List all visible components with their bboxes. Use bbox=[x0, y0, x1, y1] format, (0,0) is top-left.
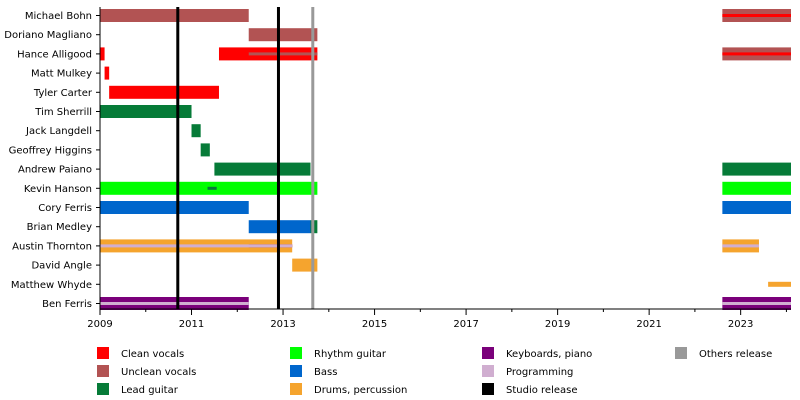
legend-label-unclean: Unclean vocals bbox=[121, 367, 196, 378]
bar-prog-25 bbox=[100, 244, 293, 248]
bar-lead-14 bbox=[214, 162, 311, 176]
legend-swatch-drums bbox=[290, 383, 302, 395]
member-label: David Angle bbox=[31, 261, 92, 272]
bar-lead-15 bbox=[722, 162, 791, 176]
legend-swatch-lead bbox=[97, 383, 109, 395]
bar-unclean-3 bbox=[248, 28, 318, 42]
x-tick-label: 2013 bbox=[270, 319, 295, 330]
legend-label-rhythm: Rhythm guitar bbox=[314, 349, 387, 360]
member-label: Jack Langdell bbox=[25, 126, 92, 137]
bar-clean-9 bbox=[104, 66, 110, 80]
bar-bass-20 bbox=[722, 201, 791, 214]
legend-swatch-rhythm bbox=[290, 347, 302, 359]
legend-label-bass: Bass bbox=[314, 367, 337, 378]
legend-label-drums: Drums, percussion bbox=[314, 385, 407, 396]
bar-drums-28 bbox=[292, 258, 318, 272]
legend-swatch-unclean bbox=[97, 365, 109, 377]
year-tick-labels: 2009 2011 2013 2015 2017 2019 2021 2023 bbox=[87, 319, 753, 330]
member-role-bars bbox=[100, 9, 791, 310]
member-label: Matt Mulkey bbox=[31, 69, 92, 80]
x-tick-label: 2017 bbox=[453, 319, 478, 330]
x-tick-label: 2009 bbox=[87, 319, 112, 330]
legend-label-lead: Lead guitar bbox=[121, 385, 179, 396]
legend: Clean vocals Unclean vocals Lead guitar Rhy… bbox=[97, 347, 772, 396]
bar-lead-12 bbox=[191, 124, 201, 138]
member-label: Doriano Magliano bbox=[4, 30, 92, 41]
bar-prog-31 bbox=[100, 302, 249, 305]
bar-lead-17 bbox=[207, 186, 217, 190]
bar-unclean-0 bbox=[100, 9, 249, 22]
member-label: Ben Ferris bbox=[42, 299, 92, 310]
bar-prog-27 bbox=[722, 244, 759, 248]
x-tick-label: 2019 bbox=[545, 319, 570, 330]
axes bbox=[96, 7, 791, 315]
bar-bass-19 bbox=[100, 201, 249, 214]
legend-label-prog: Programming bbox=[506, 367, 573, 378]
legend-label-clean: Clean vocals bbox=[121, 349, 184, 360]
legend-swatch-bass bbox=[290, 365, 302, 377]
legend-swatch-studio bbox=[482, 383, 494, 395]
member-labels: Michael Bohn Doriano Magliano Hance Alligo… bbox=[4, 11, 93, 310]
member-label: Matthew Whyde bbox=[11, 280, 92, 291]
bar-lead-13 bbox=[200, 143, 210, 157]
legend-label-keys: Keyboards, piano bbox=[506, 349, 592, 360]
legend-swatch-keys bbox=[482, 347, 494, 359]
member-label: Andrew Paiano bbox=[18, 165, 92, 176]
member-label: Cory Ferris bbox=[38, 203, 92, 214]
bar-clean-4 bbox=[100, 47, 105, 61]
member-label: Kevin Hanson bbox=[24, 184, 92, 195]
x-tick-label: 2021 bbox=[636, 319, 661, 330]
member-label: Tyler Carter bbox=[33, 88, 93, 99]
bar-clean-8 bbox=[722, 52, 791, 56]
legend-swatch-others bbox=[675, 347, 687, 359]
member-label: Tim Sherrill bbox=[34, 107, 92, 118]
legend-label-others: Others release bbox=[699, 349, 772, 360]
bar-drums-29 bbox=[768, 281, 791, 287]
x-tick-label: 2015 bbox=[362, 319, 387, 330]
member-label: Hance Alligood bbox=[17, 49, 92, 60]
member-label: Austin Thornton bbox=[12, 241, 92, 252]
bar-lead-11 bbox=[100, 105, 192, 118]
bar-clean-10 bbox=[109, 85, 219, 99]
member-label: Michael Bohn bbox=[25, 11, 92, 22]
member-label: Geoffrey Higgins bbox=[9, 145, 92, 156]
x-tick-label: 2011 bbox=[179, 319, 204, 330]
bar-clean-2 bbox=[722, 14, 791, 17]
x-tick-label: 2023 bbox=[728, 319, 753, 330]
legend-label-studio: Studio release bbox=[506, 385, 578, 396]
bar-unclean-6 bbox=[248, 52, 318, 56]
member-label: Brian Medley bbox=[27, 222, 92, 233]
release-lines bbox=[176, 7, 315, 309]
legend-swatch-prog bbox=[482, 365, 494, 377]
bar-prog-33 bbox=[722, 302, 791, 305]
legend-swatch-clean bbox=[97, 347, 109, 359]
bar-rhythm-18 bbox=[722, 181, 791, 195]
